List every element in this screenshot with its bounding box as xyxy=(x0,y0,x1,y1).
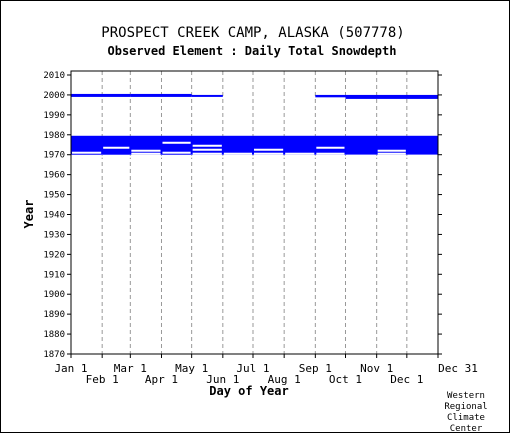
grid-layer xyxy=(101,71,408,354)
coverage-block-2 xyxy=(130,93,192,97)
x-tick-label-0: Jan 1 xyxy=(54,362,87,375)
x-tick-label-6: Jul 1 xyxy=(236,362,269,375)
y-tick-label-1970: 1970 xyxy=(43,151,65,161)
missing-segment-9 xyxy=(223,152,252,155)
y-tick-label-2010: 2010 xyxy=(43,71,65,81)
x-tick-label-11: Dec 1 xyxy=(390,373,423,386)
coverage-block-3 xyxy=(191,94,223,97)
x-tick-label-8: Sep 1 xyxy=(299,362,332,375)
credit-line-1: Western xyxy=(447,391,485,401)
data-layer xyxy=(71,93,438,159)
chart-subtitle: Observed Element : Daily Total Snowdepth xyxy=(108,44,397,58)
missing-segment-18 xyxy=(377,152,406,155)
y-tick-label-1870: 1870 xyxy=(43,350,65,360)
missing-segment-6 xyxy=(192,144,222,147)
coverage-block-4 xyxy=(315,94,346,98)
y-tick-label-1950: 1950 xyxy=(43,191,65,201)
missing-segment-7 xyxy=(192,148,222,151)
y-tick-label-1900: 1900 xyxy=(43,290,65,300)
x-tick-label-5: Jun 1 xyxy=(206,373,239,386)
y-tick-label-1920: 1920 xyxy=(43,250,65,260)
missing-segment-17 xyxy=(377,149,406,152)
x-tick-label-4: May 1 xyxy=(175,362,208,375)
y-tick-label-1910: 1910 xyxy=(43,270,65,280)
x-tick-label-2: Mar 1 xyxy=(114,362,147,375)
missing-segment-11 xyxy=(253,152,284,155)
y-tick-label-1930: 1930 xyxy=(43,230,65,240)
missing-segment-14 xyxy=(316,152,345,155)
missing-segment-0 xyxy=(72,151,102,154)
missing-segment-13 xyxy=(316,146,345,149)
coverage-block-5 xyxy=(345,94,438,99)
x-tick-label-1: Feb 1 xyxy=(86,373,119,386)
x-tick-label-3: Apr 1 xyxy=(145,373,178,386)
missing-segment-3 xyxy=(131,152,161,155)
plot-area-border xyxy=(70,70,439,355)
y-tick-label-1990: 1990 xyxy=(43,111,65,121)
coverage-block-1 xyxy=(71,93,131,97)
y-tick-label-1880: 1880 xyxy=(43,330,65,340)
coverage-block-0 xyxy=(71,135,438,155)
missing-segment-1 xyxy=(103,146,130,149)
y-axis-label: Year xyxy=(22,200,36,229)
credit-line-3: Climate xyxy=(447,413,485,423)
tick-layer: 1870 1880 1890 1900 1910 1920 1930 1940 1950 1960… xyxy=(43,71,478,386)
y-tick-label-1960: 1960 xyxy=(43,171,65,181)
chart-title: PROSPECT CREEK CAMP, ALASKA (507778) xyxy=(101,25,404,41)
missing-segment-8 xyxy=(192,152,222,155)
missing-segment-2 xyxy=(131,149,161,152)
credit-line-2: Regional xyxy=(444,402,488,412)
credit-line-4: Center xyxy=(449,424,483,434)
x-tick-label-7: Aug 1 xyxy=(268,373,301,386)
x-tick-label-12: Dec 31 xyxy=(438,362,478,375)
y-tick-label-1890: 1890 xyxy=(43,310,65,320)
wrcc-credit: Western Regional Climate Center xyxy=(436,391,496,435)
x-tick-label-9: Oct 1 xyxy=(329,373,362,386)
missing-segment-4 xyxy=(162,141,191,144)
y-tick-label-1940: 1940 xyxy=(43,211,65,221)
missing-segment-12 xyxy=(285,152,315,155)
missing-segment-5 xyxy=(162,151,191,154)
x-tick-label-10: Nov 1 xyxy=(360,362,393,375)
x-axis-label: Day of Year xyxy=(209,384,288,398)
y-tick-label-1980: 1980 xyxy=(43,131,65,141)
missing-segment-10 xyxy=(253,148,284,151)
y-tick-label-2000: 2000 xyxy=(43,91,65,101)
missing-segment-20 xyxy=(72,155,437,158)
